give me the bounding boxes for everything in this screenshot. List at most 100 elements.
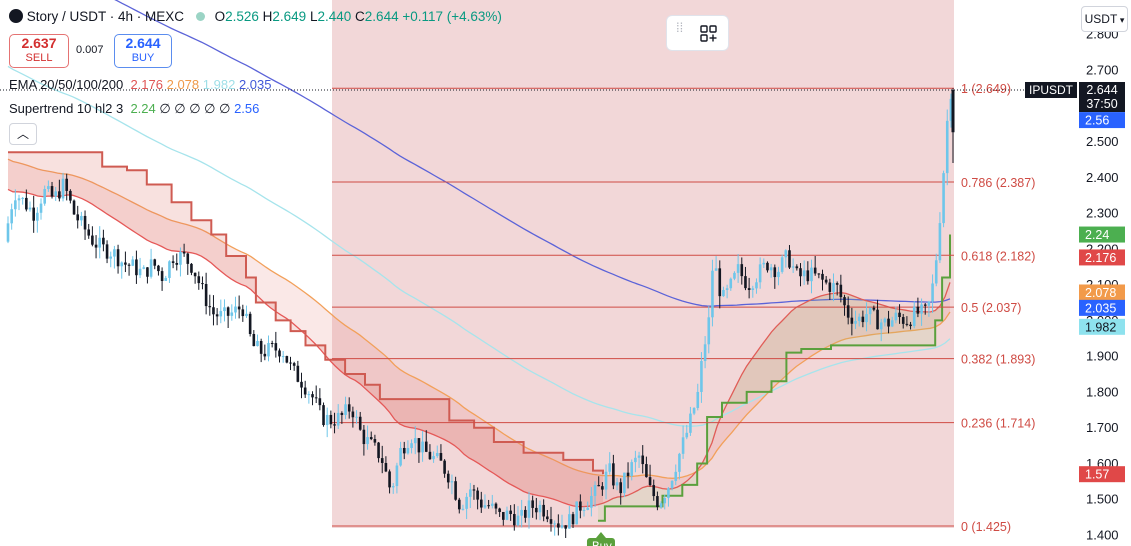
candle-body [656, 496, 659, 508]
candle-body [325, 414, 329, 426]
candle-body [424, 441, 428, 452]
candle-body [626, 472, 630, 477]
candle-body [259, 340, 263, 354]
candle-body [938, 223, 942, 261]
candles [6, 88, 955, 538]
candle-body [711, 270, 714, 318]
candle-body [61, 178, 65, 199]
candle-body [538, 504, 542, 513]
candle-body [608, 463, 612, 472]
candle-body [890, 320, 894, 327]
candle-body [248, 313, 252, 334]
sell-button[interactable]: 2.637 SELL [9, 34, 69, 68]
y-tick-label: 1.400 [1086, 528, 1119, 543]
fibonacci-levels: 1 (2.649) 0.786 (2.387) 0.618 (2.182) 0.5 (… [0, 82, 1035, 534]
candle-body [193, 272, 197, 277]
candle-body [402, 447, 406, 454]
candle-body [153, 259, 157, 266]
candle-body [300, 381, 303, 388]
candle-body [755, 282, 758, 289]
candle-body [410, 443, 413, 449]
symbol-title[interactable]: Story / USDT · 4h · MEXC [26, 9, 185, 24]
fib-level-label: 0.618 (2.182) [961, 249, 1035, 263]
market-status-dot-icon [195, 12, 205, 21]
candle-body [857, 316, 861, 321]
collapse-legend-button[interactable]: ︿ [9, 123, 37, 145]
candle-body [769, 267, 773, 271]
candle-body [201, 283, 204, 285]
buy-signal-badge [586, 538, 615, 546]
candle-body [571, 514, 575, 525]
candle-body [80, 215, 83, 221]
candle-body [399, 447, 402, 466]
candle-body [72, 200, 76, 215]
drag-handle-icon[interactable]: ⁞⁞ [676, 20, 684, 35]
axis-value-tag-label: 2.56 [1085, 114, 1109, 128]
supertrend-label: Supertrend 10 hl2 3 [9, 101, 124, 116]
candle-body [839, 284, 843, 298]
candle-body [256, 340, 259, 347]
candle-body [883, 318, 887, 323]
candle-body [850, 317, 854, 324]
candle-body [923, 304, 927, 306]
buy-signal-label: Buy [592, 541, 612, 546]
candle-body [296, 365, 300, 382]
ema-legend[interactable]: EMA 20/50/100/200 2.176 2.078 1.982 2.03… [9, 77, 272, 92]
axis-value-tag-label: 2.078 [1085, 286, 1116, 300]
ema50-value: 2.078 [166, 77, 200, 92]
candle-body [384, 462, 388, 472]
candle-body [252, 333, 256, 347]
fib-level-label: 1 (2.649) [961, 82, 1011, 96]
candle-body [802, 270, 806, 277]
ohlc-change: +0.117 (+4.63%) [402, 9, 502, 24]
symbol-price-tag: IPUSDT [1025, 82, 1077, 98]
axis-value-tag [1079, 299, 1125, 316]
candle-body [487, 505, 490, 507]
ema200-value: 2.035 [238, 77, 272, 92]
ohlc-high-value: 2.649 [272, 9, 307, 24]
candle-body [879, 322, 883, 330]
candle-body [83, 215, 87, 230]
candle-body [322, 405, 325, 426]
object-tree-icon[interactable] [700, 25, 717, 42]
candle-body [479, 499, 483, 508]
candle-body [692, 407, 696, 414]
candle-body [652, 485, 656, 497]
candle-body [267, 342, 270, 357]
candle-body [740, 264, 744, 277]
candle-body [17, 198, 21, 201]
candle-body [876, 309, 879, 330]
candle-body [219, 311, 223, 317]
candle-body [593, 485, 597, 496]
candle-body [10, 209, 13, 224]
candle-body [91, 235, 94, 245]
ema20-value: 2.176 [130, 77, 163, 92]
ohlc-close-value: 2.644 [364, 9, 399, 24]
candle-body [663, 498, 667, 504]
buy-button[interactable]: 2.644 BUY [114, 34, 172, 68]
candle-body [524, 509, 527, 518]
candle-body [623, 472, 626, 494]
candle-body [157, 265, 160, 272]
currency-dropdown-button[interactable]: USDT ▾ [1081, 6, 1128, 32]
y-tick-label: 1.700 [1086, 420, 1119, 435]
candle-body [872, 307, 876, 310]
candle-body [175, 262, 179, 265]
candle-body [146, 267, 149, 277]
candle-body [707, 317, 711, 345]
candle-body [927, 301, 931, 306]
floating-toolbar[interactable]: ⁞⁞ [666, 15, 729, 51]
candle-body [791, 266, 795, 268]
supertrend-legend[interactable]: Supertrend 10 hl2 3 2.24 ∅ ∅ ∅ ∅ ∅ 2.56 [9, 101, 259, 117]
buy-signal-arrow [595, 532, 606, 539]
candle-body [667, 488, 670, 499]
candle-body [586, 507, 589, 510]
candle-body [575, 501, 578, 525]
candle-body [520, 509, 523, 516]
candle-body [582, 509, 586, 511]
y-tick-label: 2.400 [1086, 170, 1119, 185]
candle-body [226, 307, 230, 316]
axis-value-tag-label: 2.24 [1085, 228, 1109, 242]
axis-value-tag [1079, 112, 1125, 129]
